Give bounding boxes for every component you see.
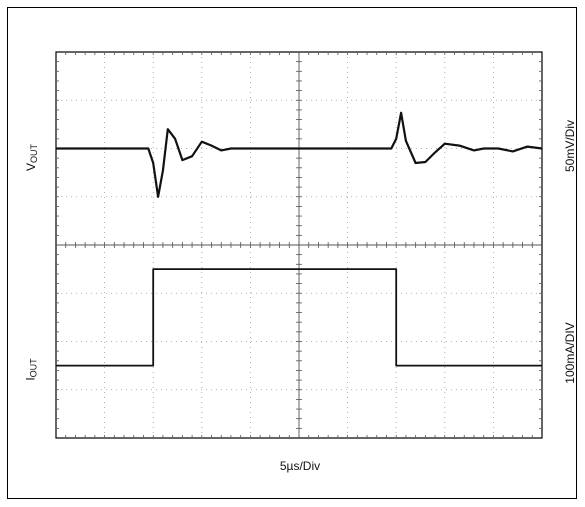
iout-trace — [56, 268, 542, 367]
iout-scale-label: 100mA/DIV — [563, 322, 577, 384]
figure-frame — [7, 7, 577, 499]
grid — [56, 52, 542, 438]
vout-trace — [56, 111, 543, 198]
vout-channel-label: VOUT — [24, 143, 40, 172]
traces — [56, 111, 543, 367]
time-scale-label: 5µs/Div — [279, 459, 321, 473]
vout-scale-label: 50mV/Div — [563, 120, 577, 173]
iout-channel-label: IOUT — [23, 358, 39, 381]
